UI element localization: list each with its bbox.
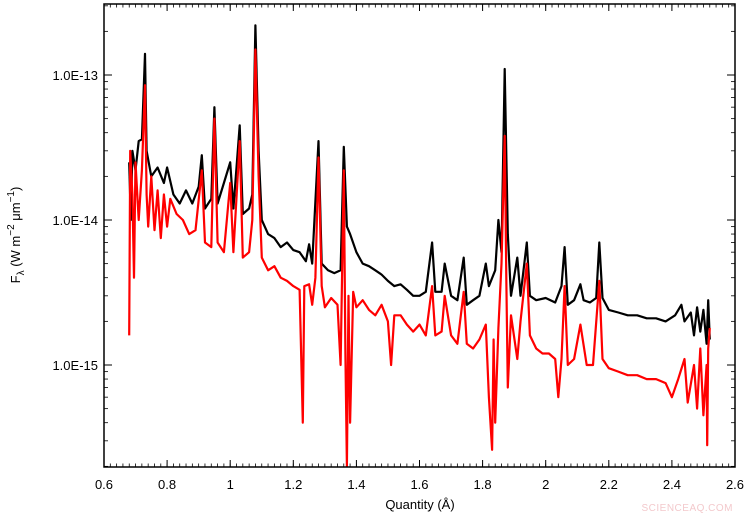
series-black-line xyxy=(128,24,711,345)
y-axis-title: Fλ (W m−2 μm−1) xyxy=(6,187,27,284)
x-tick-label: 1 xyxy=(227,477,234,492)
y-tick-label: 1.0E-14 xyxy=(52,213,98,228)
x-tick-label: 0.6 xyxy=(95,477,113,492)
x-tick-label: 1.4 xyxy=(347,477,365,492)
x-tick-label: 2.4 xyxy=(663,477,681,492)
x-tick-label: 2 xyxy=(542,477,549,492)
y-axis: 1.0E-13 1.0E-14 1.0E-15 xyxy=(52,5,735,467)
x-tick-label: 1.8 xyxy=(474,477,492,492)
y-tick-label: 1.0E-15 xyxy=(52,358,98,373)
x-tick-label: 1.2 xyxy=(284,477,302,492)
x-tick-label: 1.6 xyxy=(410,477,428,492)
series-layer xyxy=(128,24,711,467)
x-axis-title: Quantity (Å) xyxy=(385,497,454,512)
x-axis: 0.6 0.8 1 1.2 1.4 1.6 1.8 2 2.2 2.4 2.6 xyxy=(95,4,744,492)
x-tick-label: 0.8 xyxy=(158,477,176,492)
x-tick-label: 2.2 xyxy=(600,477,618,492)
svg-text:Fλ (W m−2 μm−1): Fλ (W m−2 μm−1) xyxy=(6,187,27,284)
series-red-line xyxy=(128,48,711,467)
plot-frame xyxy=(103,3,736,468)
y-tick-label: 1.0E-13 xyxy=(52,68,98,83)
watermark: SCIENCEAQ.COM xyxy=(641,503,733,514)
x-tick-label: 2.6 xyxy=(726,477,744,492)
